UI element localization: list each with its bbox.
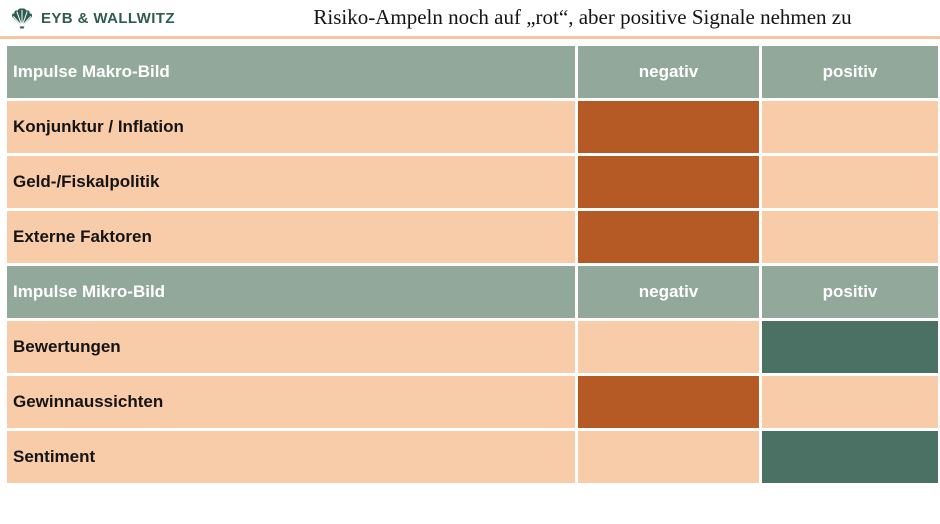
cell-gewinnaussichten-negativ: [578, 376, 759, 428]
section-header-makro: Impulse Makro-Bild: [7, 46, 575, 98]
row-label-sentiment: Sentiment: [7, 431, 575, 483]
section-header-mikro: Impulse Mikro-Bild: [7, 266, 575, 318]
slide-title: Risiko-Ampeln noch auf „rot“, aber posit…: [313, 5, 852, 29]
cell-konjunktur-negativ: [578, 101, 759, 153]
risk-table: Impulse Makro-Bild negativ positiv Konju…: [7, 46, 938, 483]
row-label-bewertungen: Bewertungen: [7, 321, 575, 373]
cell-geld-negativ: [578, 156, 759, 208]
top-bar: EYB & WALLWITZ Risiko-Ampeln noch auf „r…: [0, 0, 940, 36]
brand-logo: EYB & WALLWITZ: [10, 7, 175, 29]
brand-name: EYB & WALLWITZ: [41, 9, 175, 27]
column-header-positiv-2: positiv: [762, 266, 938, 318]
column-header-positiv: positiv: [762, 46, 938, 98]
cell-geld-positiv: [762, 156, 938, 208]
row-label-geld-fiskalpolitik: Geld-/Fiskalpolitik: [7, 156, 575, 208]
column-header-negativ-2: negativ: [578, 266, 759, 318]
cell-sentiment-negativ: [578, 431, 759, 483]
cell-gewinnaussichten-positiv: [762, 376, 938, 428]
row-label-externe-faktoren: Externe Faktoren: [7, 211, 575, 263]
cell-konjunktur-positiv: [762, 101, 938, 153]
column-header-negativ: negativ: [578, 46, 759, 98]
row-label-gewinnaussichten: Gewinnaussichten: [7, 376, 575, 428]
cell-sentiment-positiv: [762, 431, 938, 483]
cell-externe-negativ: [578, 211, 759, 263]
scallop-shell-icon: [10, 7, 34, 29]
cell-externe-positiv: [762, 211, 938, 263]
cell-bewertungen-negativ: [578, 321, 759, 373]
cell-bewertungen-positiv: [762, 321, 938, 373]
row-label-konjunktur-inflation: Konjunktur / Inflation: [7, 101, 575, 153]
header-divider-line: [0, 36, 940, 39]
